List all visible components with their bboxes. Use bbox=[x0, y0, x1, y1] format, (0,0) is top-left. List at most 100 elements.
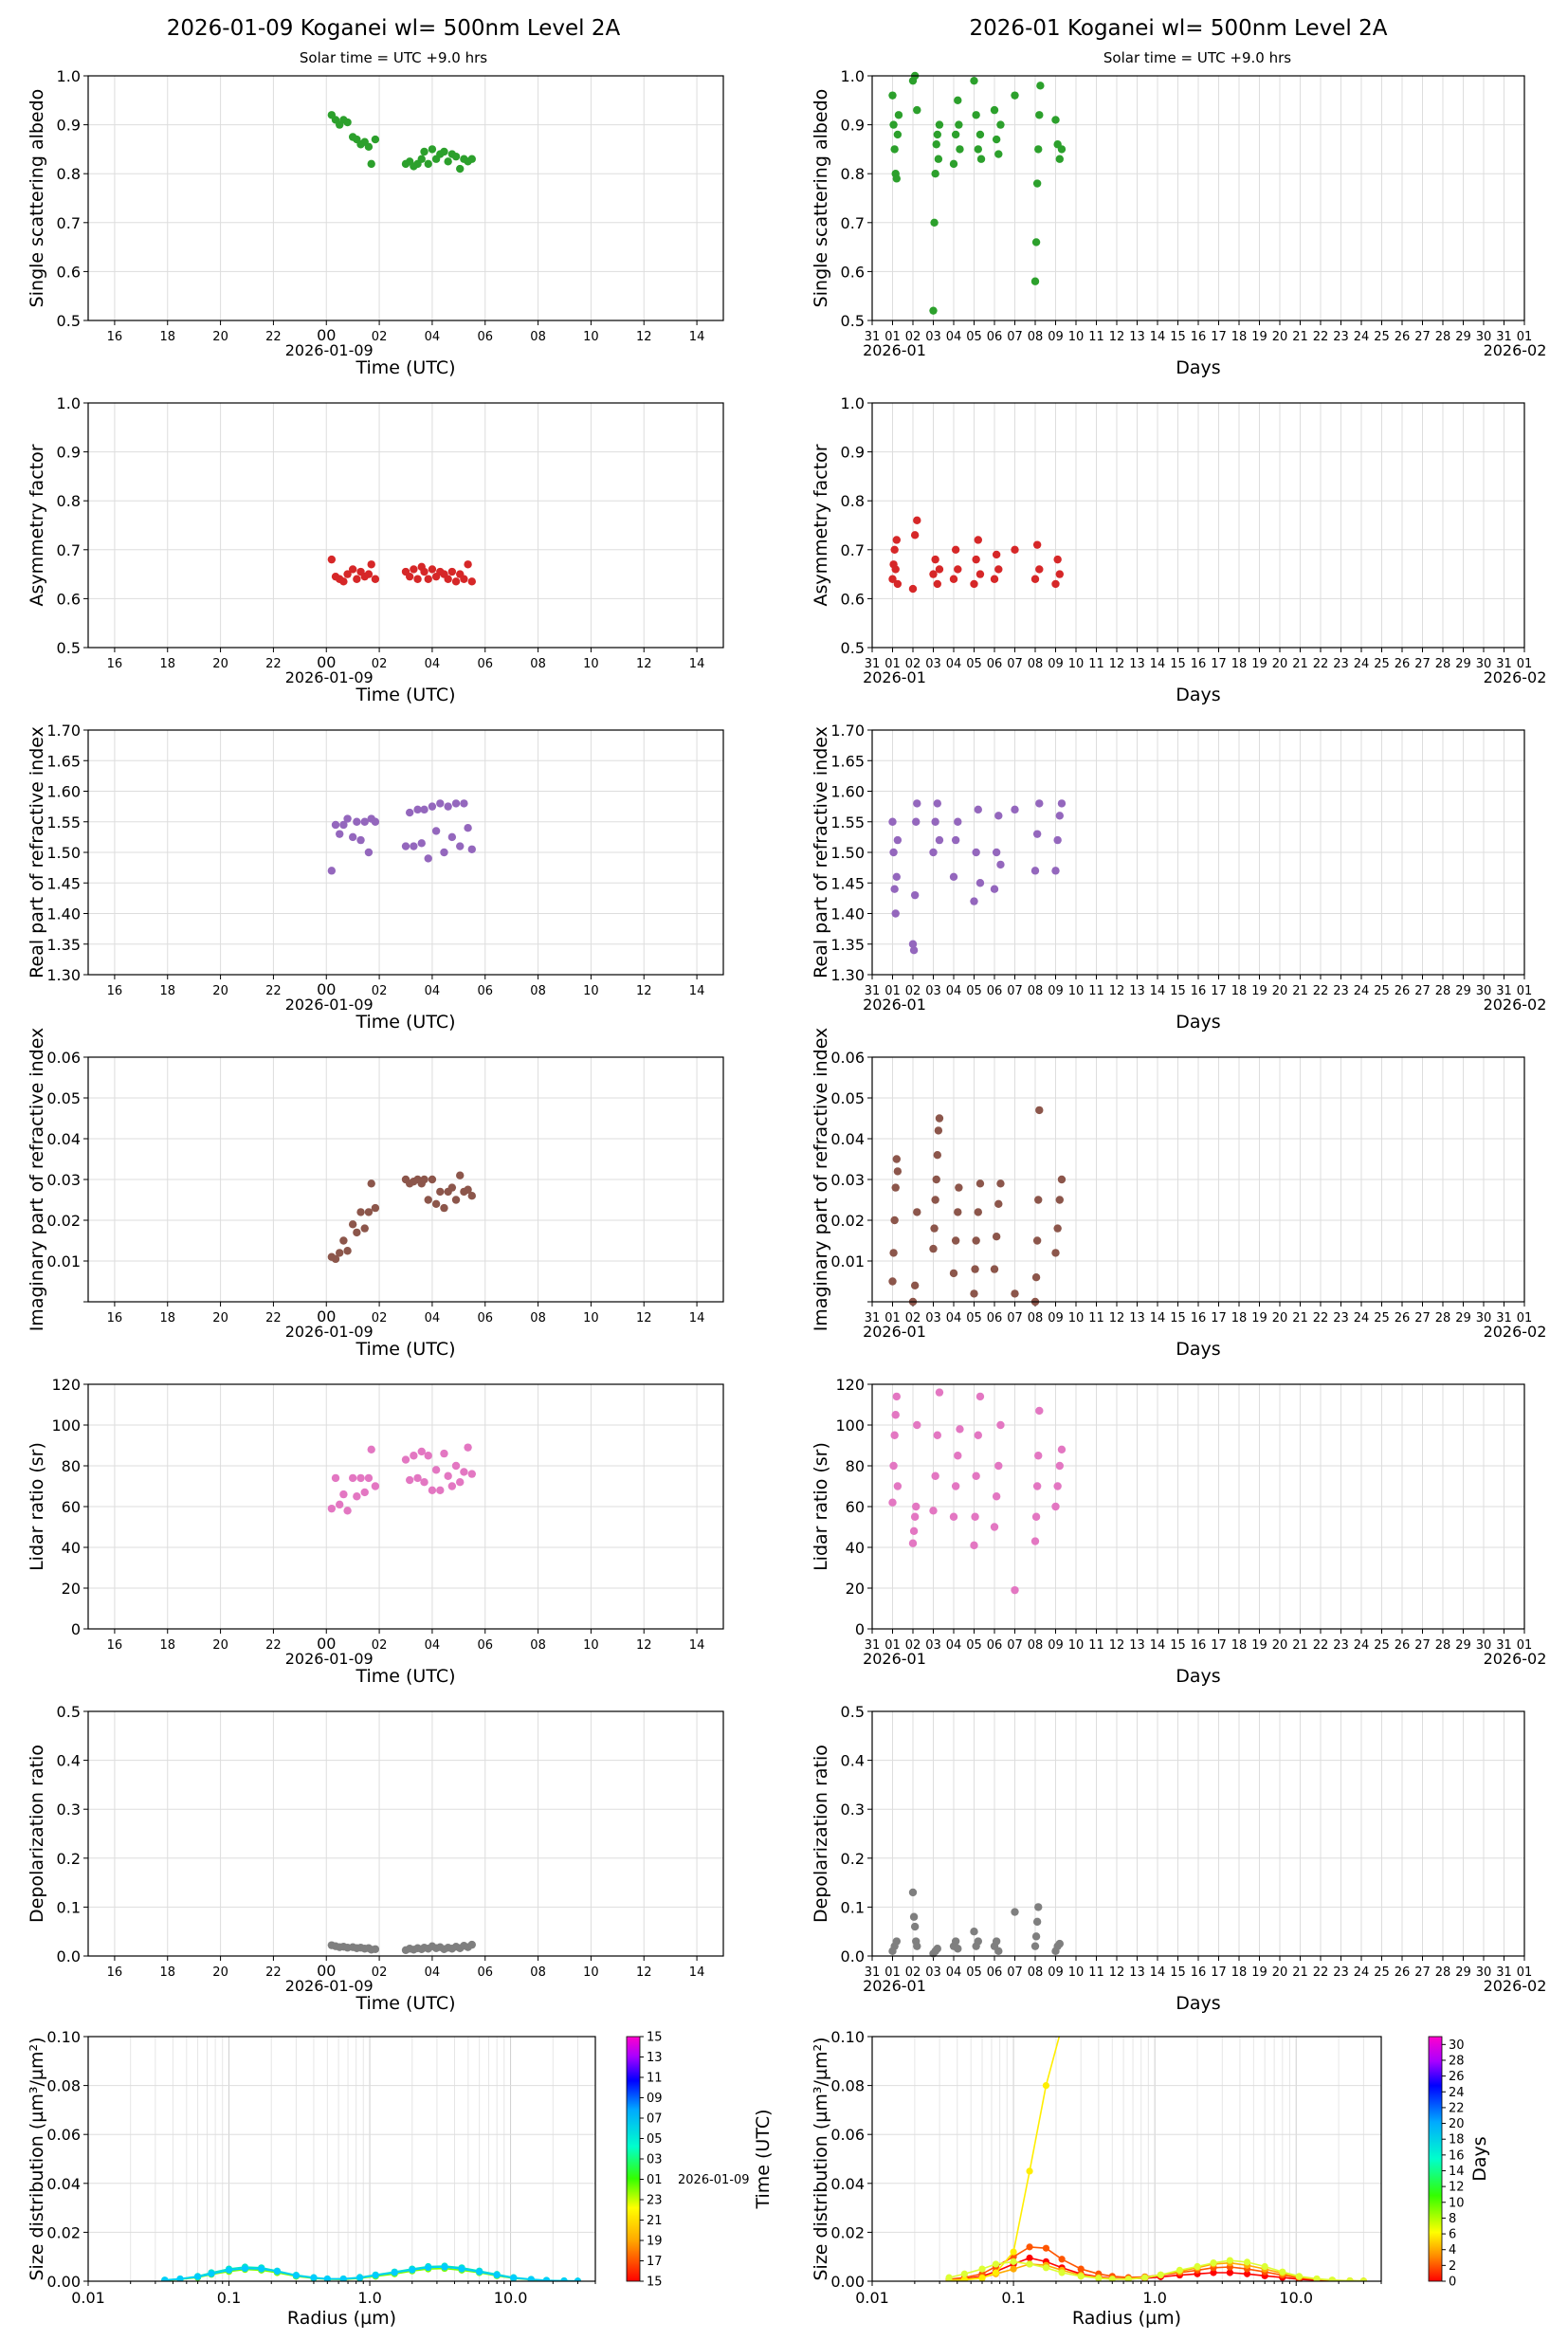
depol_daily-ytick-label: 0.0 bbox=[57, 1947, 81, 1965]
ssa_monthly-point bbox=[1030, 277, 1040, 285]
size_daily-ytick-label: 0.06 bbox=[46, 2126, 81, 2144]
depol_daily-ytick-label: 0.2 bbox=[57, 1850, 81, 1868]
size_monthly-series-point bbox=[1313, 2275, 1321, 2281]
size_monthly-series-group bbox=[945, 2037, 1367, 2281]
imag_monthly-point bbox=[891, 1183, 900, 1192]
real_monthly-ytick-label: 1.50 bbox=[830, 844, 865, 862]
real_daily-point bbox=[405, 808, 414, 817]
asy_monthly-xtick-label: 09 bbox=[1048, 657, 1064, 671]
imag_daily-point bbox=[428, 1175, 437, 1184]
lidar_daily-point bbox=[401, 1455, 410, 1464]
lidar_monthly-point bbox=[1057, 1445, 1067, 1454]
real_daily-ytick-label: 1.65 bbox=[46, 752, 81, 770]
lidar_monthly-xtick-label: 31 bbox=[865, 1638, 881, 1653]
real_monthly-xtick-label: 14 bbox=[1150, 984, 1166, 998]
lidar_monthly-xtick-label: 25 bbox=[1374, 1638, 1390, 1653]
size_daily-ytick-label: 0.10 bbox=[46, 2028, 81, 2046]
ssa_monthly-xtick-label: 31 bbox=[865, 330, 881, 344]
ssa_daily-point bbox=[456, 164, 465, 174]
lidar_daily-point bbox=[464, 1443, 472, 1452]
ssa_daily-xtick-label: 20 bbox=[212, 330, 228, 344]
lidar_daily-point bbox=[451, 1461, 461, 1471]
asy_daily-xtick-label: 00 bbox=[317, 653, 336, 671]
imag_monthly-point bbox=[994, 1199, 1003, 1209]
asy_daily-point bbox=[464, 560, 472, 569]
size_monthly-series-point bbox=[992, 2269, 1000, 2276]
depol_monthly-ytick-label: 0.2 bbox=[841, 1850, 865, 1868]
ssa_monthly-ytick-label: 0.8 bbox=[841, 165, 865, 183]
imag_monthly-ytick-label: 0.03 bbox=[830, 1171, 865, 1189]
imag_daily-ytick-label: 0.06 bbox=[46, 1049, 81, 1067]
real_monthly-point bbox=[935, 835, 944, 845]
depol_daily-frame bbox=[87, 1710, 724, 1957]
ssa_monthly-xtick-label: 10 bbox=[1068, 330, 1085, 344]
size_daily-series-point bbox=[372, 2272, 379, 2279]
real_daily-point bbox=[451, 799, 461, 808]
size_daily-xtick-label: 0.1 bbox=[217, 2289, 241, 2307]
size_monthly-series-point bbox=[1359, 2277, 1367, 2281]
lidar_monthly-point bbox=[890, 1431, 899, 1439]
asy_monthly-xtick-label: 29 bbox=[1455, 657, 1471, 671]
imag_monthly-point bbox=[1031, 1273, 1041, 1282]
imag_daily-ytick-label: 0.04 bbox=[46, 1130, 81, 1148]
lidar_monthly-point bbox=[1032, 1482, 1042, 1490]
ssa_daily-point bbox=[417, 155, 426, 163]
real_monthly-point bbox=[974, 805, 983, 814]
lidar_monthly-ytick-label: 120 bbox=[835, 1376, 865, 1394]
asy_monthly-point bbox=[1032, 540, 1042, 549]
asy_monthly-point bbox=[913, 516, 921, 525]
lidar_monthly-point bbox=[992, 1492, 1001, 1501]
ssa_daily-point bbox=[420, 147, 428, 156]
depol_monthly-xtick-label: 20 bbox=[1272, 1965, 1288, 1980]
ssa_monthly-xtick-label: 28 bbox=[1435, 330, 1451, 344]
lidar_monthly-xtick-label: 03 bbox=[925, 1638, 941, 1653]
depol_monthly-point bbox=[970, 1928, 978, 1936]
size_monthly-ytick-label: 0.10 bbox=[830, 2028, 865, 2046]
real_monthly-xtick-label: 11 bbox=[1088, 984, 1104, 998]
lidar_daily-ytick-label: 100 bbox=[51, 1417, 81, 1435]
real_monthly-xtick-label: 13 bbox=[1129, 984, 1145, 998]
lidar_monthly-xtick-label: 12 bbox=[1109, 1638, 1125, 1653]
ssa_monthly-point bbox=[935, 120, 944, 129]
ssa_monthly-xtick-label: 31 bbox=[1496, 330, 1512, 344]
imag_daily-point bbox=[424, 1196, 432, 1204]
size_monthly-colorbar-tick-label: 0 bbox=[1449, 2276, 1456, 2290]
size_monthly-colorbar-tick-label: 26 bbox=[1449, 2070, 1465, 2084]
size_daily-colorbar-tick-label: 03 bbox=[647, 2153, 663, 2167]
depol_monthly-xtick-label: 29 bbox=[1455, 1965, 1471, 1980]
lidar_monthly-xtick-label: 11 bbox=[1088, 1638, 1104, 1653]
real_monthly-xtick-label: 05 bbox=[966, 984, 982, 998]
size_daily-colorbar-tick-label: 23 bbox=[647, 2194, 663, 2208]
depol_monthly-xtick-label: 28 bbox=[1435, 1965, 1451, 1980]
asy_monthly-point bbox=[890, 545, 899, 554]
lidar_daily-ytick-label: 40 bbox=[62, 1539, 81, 1557]
imag_monthly-xtick-label: 14 bbox=[1150, 1311, 1166, 1325]
imag_monthly-point bbox=[889, 1249, 898, 1257]
lidar_monthly-point bbox=[933, 1431, 941, 1439]
asy_daily-point bbox=[444, 575, 452, 583]
imag_daily-point bbox=[348, 1220, 357, 1229]
real_daily-point bbox=[420, 805, 428, 814]
depol_monthly-xtick-label: 15 bbox=[1170, 1965, 1186, 1980]
size_daily-colorbar-date: 2026-01-09 bbox=[678, 2173, 750, 2187]
lidar_monthly-xtick-label: 26 bbox=[1395, 1638, 1411, 1653]
ssa_monthly-point bbox=[951, 130, 960, 139]
real_daily-point bbox=[447, 832, 457, 842]
asy_daily-point bbox=[424, 575, 432, 583]
ssa_monthly-point bbox=[930, 218, 939, 227]
real_monthly-xtick-label: 31 bbox=[865, 984, 881, 998]
real_monthly-xtick-label: 29 bbox=[1455, 984, 1471, 998]
size_daily-series-point bbox=[273, 2268, 281, 2276]
asy_daily-point bbox=[371, 575, 380, 583]
lidar_daily-xtick-label: 20 bbox=[212, 1638, 228, 1653]
real_daily-ytick-label: 1.45 bbox=[46, 874, 81, 892]
asy_monthly-xtick-label: 14 bbox=[1150, 657, 1166, 671]
size_monthly-series-point bbox=[1157, 2271, 1164, 2278]
imag_monthly-point bbox=[910, 1281, 920, 1290]
real_daily-point bbox=[364, 848, 374, 857]
imag_monthly-xtick-label: 11 bbox=[1088, 1311, 1104, 1325]
imag_daily-ytick-label: 0.05 bbox=[46, 1089, 81, 1107]
size_monthly-ytick-label: 0.02 bbox=[830, 2223, 865, 2241]
size_monthly-colorbar-tick-label: 6 bbox=[1449, 2228, 1456, 2242]
